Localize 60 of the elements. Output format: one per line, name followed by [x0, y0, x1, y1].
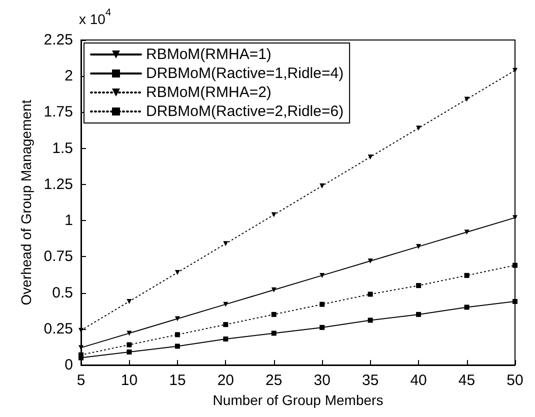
- legend-label: RBMoM(RMHA=2): [146, 84, 272, 101]
- point: [512, 262, 518, 268]
- point: [223, 322, 228, 328]
- y-tick-label: 1.25: [44, 176, 73, 193]
- point: [174, 332, 180, 338]
- point: [320, 302, 325, 307]
- x-tick-label: 5: [76, 372, 86, 389]
- y-tick-label: 1.75: [44, 104, 73, 121]
- point: [271, 312, 276, 317]
- point: [368, 154, 373, 160]
- point: [126, 350, 132, 354]
- x-tick-label: 20: [217, 372, 234, 389]
- legend-label: RBMoM(RMHA=1): [146, 46, 272, 63]
- point: [126, 298, 132, 304]
- y-tick-label: 2: [64, 68, 73, 85]
- point: [223, 241, 228, 246]
- point: [320, 324, 325, 330]
- point: [174, 344, 180, 349]
- point: [174, 270, 180, 276]
- point: [416, 312, 422, 317]
- point: [271, 212, 276, 218]
- point: [271, 330, 276, 336]
- point: [126, 330, 132, 336]
- point: [464, 230, 470, 235]
- y-tick-label: 0.25: [44, 320, 73, 338]
- point: [174, 316, 180, 322]
- point: [320, 272, 325, 278]
- x-tick-label: 40: [410, 372, 427, 389]
- legend-label: DRBMoM(Ractive=1,Ridle=4): [146, 65, 344, 82]
- x-tick-label: 30: [314, 372, 330, 389]
- y-tick-label: 1: [64, 212, 73, 230]
- x-tick-label: 10: [120, 372, 138, 389]
- y-axis-title: Overhead of Group Management: [18, 100, 34, 306]
- point: [416, 283, 422, 288]
- x-tick-label: 50: [506, 372, 524, 389]
- point: [416, 126, 422, 131]
- point: [126, 342, 132, 348]
- x-tick-label: 15: [169, 372, 186, 389]
- point: [223, 336, 228, 342]
- y-tick-label: 0: [64, 356, 73, 374]
- y-tick-label: 1.5: [52, 140, 73, 157]
- point: [416, 244, 422, 250]
- y-tick-label: 0.5: [52, 284, 73, 302]
- x-tick-label: 45: [458, 372, 476, 389]
- x-tick-label: 35: [362, 372, 379, 389]
- y-tick-label: 0.75: [44, 248, 73, 266]
- x-tick-label: 25: [266, 372, 282, 389]
- point: [512, 298, 518, 304]
- point: [271, 287, 276, 292]
- point: [368, 292, 373, 297]
- point: [320, 183, 325, 188]
- point: [223, 302, 228, 307]
- point: [368, 258, 373, 264]
- y-tick-label: 2.25: [44, 32, 73, 48]
- point: [368, 318, 373, 323]
- point: [464, 304, 470, 310]
- x-axis-title: Number of Group Members: [212, 392, 384, 408]
- point: [464, 272, 470, 278]
- legend-label: DRBMoM(Ractive=2,Ridle=6): [146, 103, 344, 120]
- point: [464, 96, 470, 102]
